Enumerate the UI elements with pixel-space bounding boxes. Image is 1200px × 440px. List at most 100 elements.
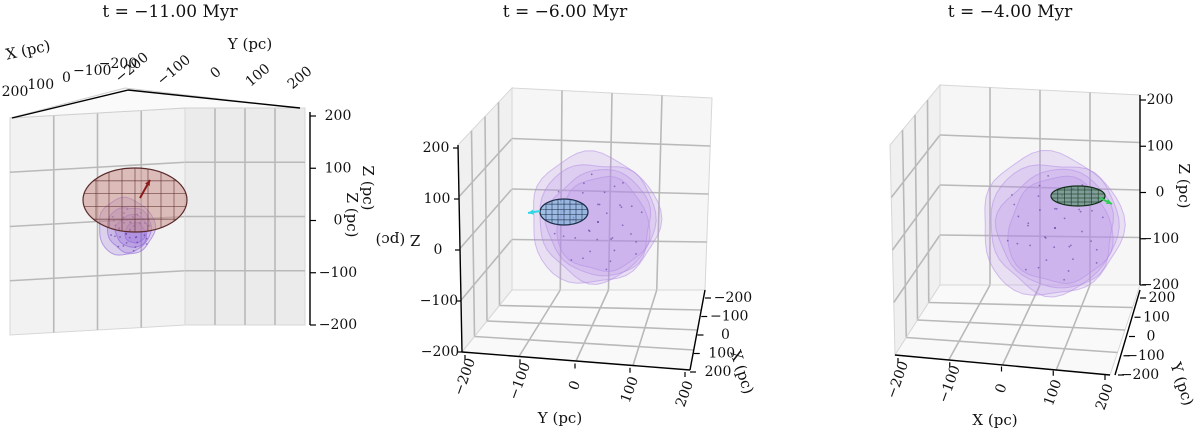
data-shell-purple-point: [1101, 216, 1104, 219]
pane-left-wall-gridline: [497, 102, 501, 306]
y-axis-tick-label: 200: [673, 379, 697, 410]
y-axis-tick-label: −200: [1121, 367, 1159, 383]
data-shell-purple-point: [1079, 210, 1082, 213]
data-shell-purple-point: [1063, 217, 1066, 220]
data-shell-purple-point: [1037, 266, 1040, 269]
y-axis-title: Y (pc): [537, 409, 582, 427]
y-axis-tick-label: 0: [207, 64, 224, 82]
data-shell-purple-point: [1054, 207, 1056, 210]
data-ellipsoid-blue: [539, 198, 589, 226]
x-axis-tick-label: −200: [714, 290, 752, 306]
data-shell-purple-point: [557, 190, 560, 193]
y-axis-tick-label: 0: [566, 379, 584, 393]
data-shell-purple-point: [135, 236, 138, 238]
data-shell-purple-point: [1045, 259, 1048, 262]
data-shell-purple-point: [1090, 240, 1092, 243]
data-shell-purple-point: [621, 224, 624, 227]
data-shell-purple-point: [1017, 215, 1020, 218]
z-axis-tick-label: 0: [434, 242, 443, 258]
data-shell-purple-point: [1016, 242, 1019, 245]
data-shell-purple-point: [570, 259, 573, 261]
y-axis-tick-label: −100: [154, 52, 194, 89]
y-axis-tick-label: 100: [618, 374, 642, 405]
y-axis-line: [461, 351, 691, 371]
pane-left-gridline: [9, 269, 186, 282]
y-axis-tick-label: 200: [1149, 290, 1176, 306]
pane-floor-gridline: [1055, 284, 1091, 371]
data-shell-purple-point: [125, 233, 128, 235]
z-axis-tick-label: 100: [424, 191, 451, 207]
data-shell-purple-point: [630, 233, 632, 235]
z-axis-tick-label: 0: [1156, 185, 1165, 201]
data-shell-purple-point: [1054, 227, 1056, 229]
pane-back-wall-gridline: [511, 188, 709, 195]
pane-left-wall-gridline: [460, 238, 513, 301]
data-shell-purple-point: [125, 241, 128, 244]
x-axis-tick-label: 200: [705, 364, 732, 380]
x-axis-tick-label: 0: [62, 70, 71, 86]
pane-floor: [894, 284, 1141, 376]
data-shell-purple-point: [619, 204, 621, 206]
pane-floor-gridline: [575, 289, 610, 362]
data-shell-purple-point: [128, 236, 131, 239]
data-shell-purple-point: [143, 234, 146, 237]
x-axis-tick-label: 100: [708, 346, 735, 362]
data-shell-purple-point: [110, 234, 112, 236]
z-axis-tick-label: −200: [319, 317, 357, 333]
data-shell-purple-point: [1091, 209, 1093, 212]
data-shell-purple: [533, 150, 663, 284]
y-axis-tick-label: 200: [285, 63, 316, 92]
data-shell-purple-point: [1053, 246, 1056, 249]
data-shell-purple-point: [1067, 270, 1070, 272]
data-shell-purple-point: [553, 232, 556, 235]
z-axis-tick-label: 100: [1147, 138, 1174, 154]
x-axis-tick-label: 100: [1041, 377, 1065, 408]
z-axis-tick-label: −100: [420, 293, 458, 309]
x-axis-tick-label: −200: [884, 359, 912, 401]
data-shell-purple-point: [122, 244, 125, 247]
data-shell-purple-point: [1044, 237, 1047, 239]
data-shell-purple-point: [114, 235, 116, 238]
data-shell-purple-point: [1024, 268, 1027, 271]
pane-left-wall-gridline: [459, 188, 513, 250]
data-shell-purple-point: [609, 260, 612, 263]
z-axis-title-offset: Z (pc): [359, 166, 377, 211]
pane-left-wall-gridline: [893, 234, 941, 303]
data-shell-purple-point: [597, 203, 599, 206]
x-axis-line: [894, 354, 1111, 376]
x-axis-tick-label: 0: [721, 327, 730, 343]
data-shell-purple-point: [590, 173, 593, 176]
y-axis-line: [127, 89, 301, 109]
z-axis-title: Z (pc): [376, 231, 421, 249]
data-shell-purple-point: [1063, 278, 1066, 281]
y-axis-tick-label: −100: [506, 360, 534, 402]
data-shell-purple-point: [136, 241, 139, 244]
y-axis-title: Y (pc): [227, 35, 272, 53]
z-axis-tick-label: 200: [325, 108, 352, 124]
pane-left-wall-gridline: [891, 184, 941, 251]
data-shell-purple-point: [562, 235, 565, 238]
data-shell-purple-point: [134, 246, 137, 249]
data-shell-purple-point: [613, 249, 616, 252]
data-ellipsoid-red: [82, 167, 188, 233]
data-shell-purple-point: [596, 238, 599, 241]
data-shell-purple-point: [1006, 239, 1009, 242]
data-velocity-arrow-head: [145, 180, 150, 186]
pane-left-wall-gridline: [926, 99, 930, 303]
z-axis-tick-label: 100: [325, 160, 352, 176]
x-axis-line: [689, 289, 706, 371]
data-shell-purple-point: [1081, 230, 1083, 233]
pane-floor-gridline: [632, 289, 658, 366]
z-axis-line: [457, 144, 463, 353]
data-shell-purple-point: [1095, 262, 1098, 264]
data-shell-purple-point: [1055, 207, 1058, 210]
data-shell-purple-point: [597, 221, 599, 223]
data-shell-purple-point: [1038, 209, 1041, 211]
data-velocity-arrow-head: [528, 209, 534, 215]
y-axis-tick-label: 100: [243, 61, 274, 90]
x-axis-tick-label: 200: [1093, 382, 1117, 413]
data-shell-purple-point: [640, 211, 643, 214]
